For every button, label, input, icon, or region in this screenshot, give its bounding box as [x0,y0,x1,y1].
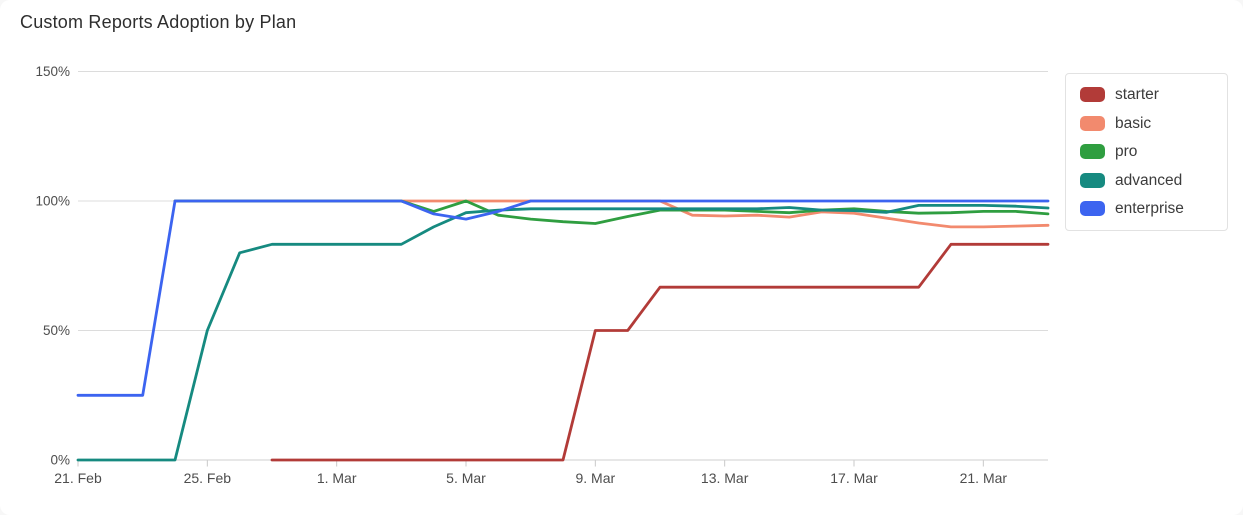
legend-chip-starter [1080,87,1105,103]
legend-chip-advanced [1080,172,1105,188]
x-axis-label: 13. Mar [701,470,749,486]
legend-item-pro[interactable]: pro [1080,144,1213,160]
y-axis-label: 50% [43,323,70,338]
chart-title: Custom Reports Adoption by Plan [20,12,297,32]
legend-label-pro: pro [1115,143,1138,160]
legend-label-advanced: advanced [1115,171,1183,189]
x-axis-label: 17. Mar [830,470,878,486]
legend-label-basic: basic [1115,114,1152,132]
legend-item-starter[interactable]: starter [1080,87,1213,103]
legend-label-enterprise: enterprise [1115,200,1184,217]
y-axis-label: 100% [35,194,70,209]
series-line-starter[interactable] [270,242,1050,462]
legend-item-enterprise[interactable]: enterprise [1080,201,1213,217]
x-axis-label: 9. Mar [575,470,615,486]
legend-chip-basic [1080,115,1105,131]
legend-label-starter: starter [1115,86,1159,103]
x-axis-label: 25. Feb [184,470,232,486]
series-line-advanced[interactable] [76,204,1050,462]
legend: starter basic pro advanced enterprise [1065,73,1228,231]
legend-item-basic[interactable]: basic [1080,114,1213,132]
x-axis-label: 1. Mar [317,470,357,486]
x-axis-label: 21. Feb [54,470,102,486]
y-axis-label: 0% [50,453,70,468]
legend-chip-pro [1080,144,1105,160]
x-axis-label: 5. Mar [446,470,486,486]
legend-item-advanced[interactable]: advanced [1080,171,1213,189]
x-axis-label: 21. Mar [960,470,1008,486]
series-line-enterprise[interactable] [76,199,1050,397]
y-axis-label: 150% [35,64,70,79]
legend-chip-enterprise [1080,201,1105,217]
